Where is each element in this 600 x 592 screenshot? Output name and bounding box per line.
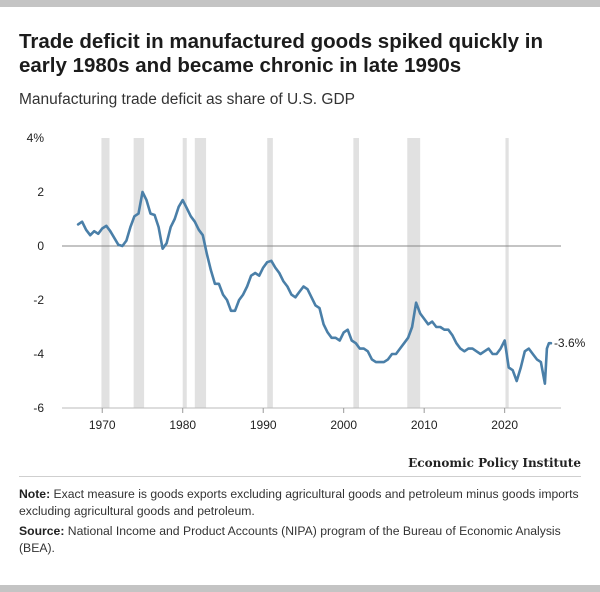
top-frame-bar bbox=[0, 0, 600, 7]
x-tick-label: 1970 bbox=[89, 418, 116, 432]
y-tick-label: 2 bbox=[37, 185, 44, 199]
bottom-frame-bar bbox=[0, 585, 600, 592]
recession-band-7 bbox=[505, 138, 509, 408]
source-body: National Income and Product Accounts (NI… bbox=[19, 524, 561, 555]
chart-subtitle: Manufacturing trade deficit as share of … bbox=[19, 91, 355, 108]
y-tick-label: -2 bbox=[33, 293, 44, 307]
x-axis-ticks: 1970 1980 1990 2000 2010 2020 bbox=[89, 408, 518, 432]
recession-band-1 bbox=[133, 138, 145, 408]
line-chart: 4% 2 0 -2 -4 -6 1970 1980 1990 2000 2010 2020 -3.6… bbox=[27, 131, 586, 432]
x-tick-label: 1980 bbox=[169, 418, 196, 432]
deficit-series-line bbox=[76, 190, 553, 385]
recession-band-4 bbox=[267, 138, 273, 408]
y-tick-label: -4 bbox=[33, 347, 44, 361]
brand-logo-text: Economic Policy Institute bbox=[408, 456, 581, 470]
note-text: Note: Exact measure is goods exports exc… bbox=[19, 486, 584, 519]
x-tick-label: 1990 bbox=[250, 418, 277, 432]
source-text: Source: National Income and Product Acco… bbox=[19, 523, 584, 556]
recession-band-5 bbox=[353, 138, 359, 408]
source-label: Source: bbox=[19, 524, 65, 538]
y-tick-label: 0 bbox=[37, 239, 44, 253]
recession-band-6 bbox=[407, 138, 421, 408]
x-tick-label: 2000 bbox=[330, 418, 357, 432]
recession-band-3 bbox=[194, 138, 207, 408]
y-tick-label: -6 bbox=[33, 401, 44, 415]
y-axis-grid: 4% 2 0 -2 -4 -6 bbox=[27, 131, 561, 415]
x-tick-label: 2010 bbox=[411, 418, 438, 432]
recession-band-0 bbox=[101, 138, 110, 408]
recession-band-2 bbox=[182, 138, 187, 408]
x-tick-label: 2020 bbox=[491, 418, 518, 432]
divider bbox=[19, 476, 581, 477]
end-value-label: -3.6% bbox=[554, 336, 586, 350]
recession-bands bbox=[101, 138, 509, 408]
note-body: Exact measure is goods exports excluding… bbox=[19, 487, 579, 518]
note-label: Note: bbox=[19, 487, 51, 501]
chart-title: Trade deficit in manufactured goods spik… bbox=[19, 30, 543, 77]
y-tick-label: 4% bbox=[27, 131, 45, 145]
